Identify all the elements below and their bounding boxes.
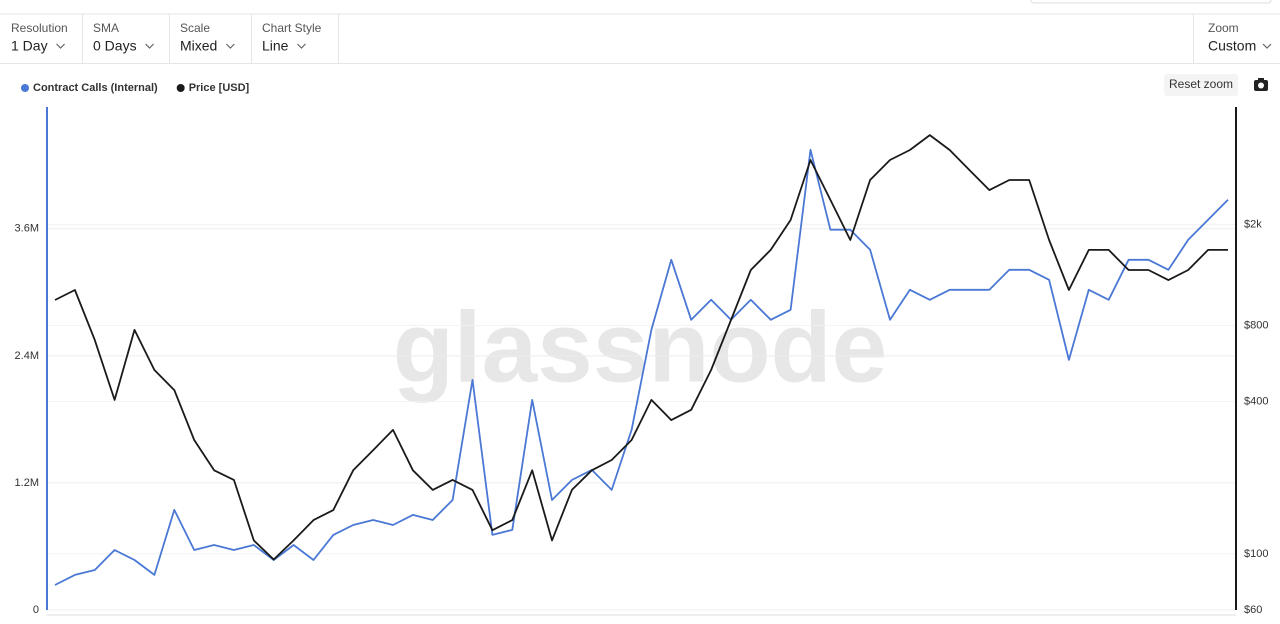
search-box[interactable] [1030,0,1272,4]
control-value[interactable]: 0 Days [93,38,137,54]
chevron [1262,43,1272,49]
legend-label[interactable]: Price [USD] [189,82,250,94]
control-label: Resolution [11,21,68,35]
chevron [297,43,306,49]
y2-tick-label: $400 [1244,395,1268,407]
control-value[interactable]: Mixed [180,38,217,54]
zoom-value[interactable]: Custom [1208,38,1256,54]
series-line [54,134,1228,561]
y-tick-label: 0 [33,604,39,616]
y-tick-label: 2.4M [15,350,39,362]
y2-tick-label: $100 [1244,548,1268,560]
y2-tick-label: $800 [1244,319,1268,331]
chevron [225,43,235,49]
y-tick-label: 3.6M [15,223,39,235]
reset-zoom-button[interactable] [1164,74,1238,96]
series-line [54,148,1229,586]
y2-tick-label: $2k [1244,219,1262,231]
chevron [145,43,155,49]
camera-icon[interactable] [1254,78,1268,91]
control-label: Chart Style [262,21,322,35]
legend-label[interactable]: Contract Calls (Internal) [33,82,158,94]
legend-marker[interactable] [176,84,185,92]
control-value[interactable]: 1 Day [11,38,48,54]
control-label: Scale [180,21,210,35]
zoom-label: Zoom [1208,21,1239,35]
y2-tick-label: $60 [1244,604,1262,616]
control-value[interactable]: Line [262,38,289,54]
reset-zoom-text[interactable]: Reset zoom [1169,77,1233,91]
legend-marker[interactable] [21,84,29,92]
y-tick-label: 1.2M [15,477,39,489]
chevron [56,43,66,49]
control-label: SMA [93,21,119,35]
